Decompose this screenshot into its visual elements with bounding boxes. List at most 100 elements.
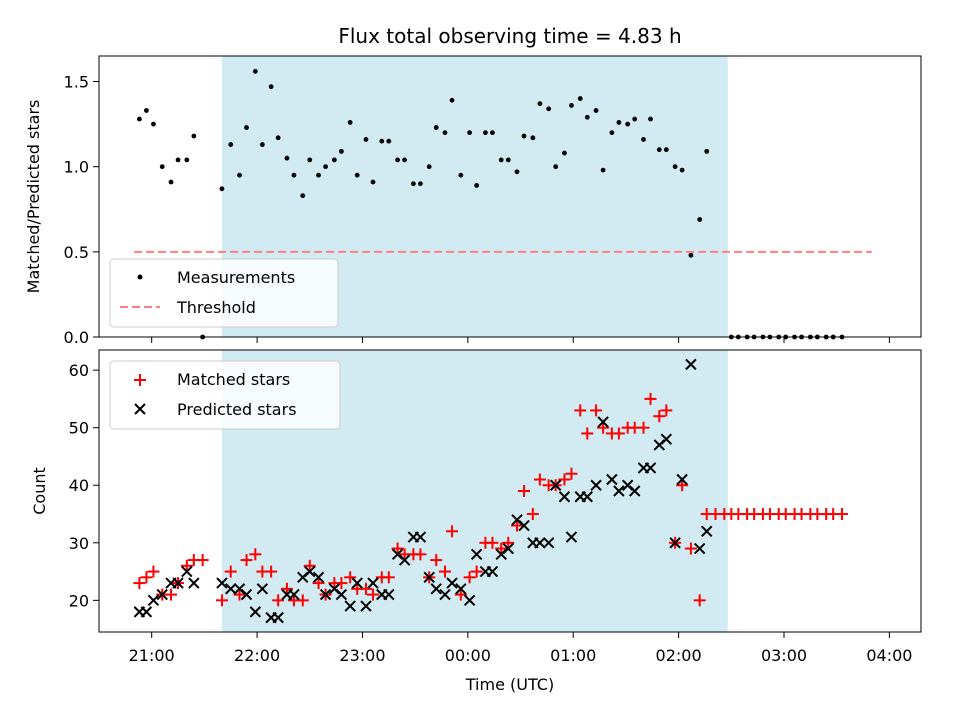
matched-star-point xyxy=(312,577,325,590)
measurement-point xyxy=(593,108,599,113)
predicted-star-point xyxy=(188,577,200,589)
measurement-point xyxy=(191,133,197,139)
measurement-point xyxy=(144,108,149,113)
measurement-point xyxy=(331,157,337,163)
measurement-point xyxy=(498,157,504,163)
predicted-star-point xyxy=(644,462,657,474)
measurement-point xyxy=(648,116,653,122)
predicted-star-point xyxy=(542,537,555,549)
matched-star-point xyxy=(140,571,153,584)
predicted-star-point xyxy=(249,606,262,618)
predicted-star-point xyxy=(518,519,530,532)
matched-star-point xyxy=(359,582,372,595)
measurement-point xyxy=(370,179,376,185)
matched-star-point xyxy=(533,473,546,486)
measurement-point xyxy=(679,167,685,173)
predicted-star-point xyxy=(669,537,681,549)
measurement-point xyxy=(442,130,448,136)
measurement-point xyxy=(136,116,142,122)
measurement-point xyxy=(426,164,432,170)
measurement-point xyxy=(275,135,281,141)
measurement-point xyxy=(168,179,174,185)
legend-predicted-label: Predicted stars xyxy=(177,400,297,419)
legend-predicted-marker xyxy=(134,403,146,415)
measurement-point xyxy=(228,142,234,147)
predicted-star-point xyxy=(693,542,706,555)
predicted-star-point xyxy=(628,485,641,497)
matched-star-point xyxy=(676,479,689,492)
predicted-star-point xyxy=(335,588,348,601)
measurement-point xyxy=(449,97,455,103)
matched-star-point xyxy=(296,594,309,607)
matched-star-point xyxy=(463,571,476,584)
y-tick-label: 0.5 xyxy=(64,243,89,262)
predicted-star-point xyxy=(502,542,514,555)
ratio-y-ticks: 0.0 0.5 1.0 1.5 xyxy=(64,73,99,347)
predicted-star-point xyxy=(344,600,356,612)
matched-star-point xyxy=(565,467,578,480)
measurement-point xyxy=(521,133,527,139)
matched-star-point xyxy=(196,554,209,567)
measurement-point xyxy=(537,101,543,107)
matched-star-point xyxy=(637,421,650,434)
matched-star-point xyxy=(660,404,673,417)
matched-star-point xyxy=(215,594,228,607)
predicted-star-point xyxy=(351,577,363,589)
matched-star-point xyxy=(684,542,697,555)
measurement-point xyxy=(402,157,408,163)
predicted-star-point xyxy=(256,583,269,595)
matched-star-point xyxy=(486,536,499,549)
matched-star-point xyxy=(612,427,625,440)
predicted-star-point xyxy=(240,588,253,601)
count-legend-box xyxy=(109,360,341,430)
matched-star-point xyxy=(382,571,395,584)
matched-star-point xyxy=(391,542,404,555)
count-x-ticks: 21:00 22:00 23:00 00:00 01:00 02:00 03:00 04:00 xyxy=(129,632,912,665)
measurement-point xyxy=(410,181,416,187)
matched-star-point xyxy=(233,588,246,601)
predicted-star-point xyxy=(565,531,578,543)
x-tick-label: 01:00 xyxy=(550,646,596,665)
measurement-point xyxy=(151,121,156,127)
predicted-star-point xyxy=(660,433,673,445)
matched-star-point xyxy=(280,582,293,595)
measurement-point xyxy=(672,164,678,170)
x-tick-label: 21:00 xyxy=(129,646,175,665)
measurement-point xyxy=(483,130,488,136)
predicted-star-point xyxy=(446,577,458,589)
measurement-point xyxy=(379,138,385,144)
measurement-point xyxy=(569,102,574,108)
ratio-panel-frame xyxy=(98,55,922,338)
measurement-point xyxy=(474,183,480,188)
predicted-star-point xyxy=(304,565,316,578)
matched-star-point xyxy=(439,565,452,578)
measurement-point xyxy=(562,150,567,156)
y-tick-label: 40 xyxy=(69,476,89,495)
predicted-star-point xyxy=(312,571,325,584)
measurement-point xyxy=(300,193,306,199)
measurement-point xyxy=(268,84,274,90)
legend-matched-label: Matched stars xyxy=(177,370,290,389)
matched-star-points xyxy=(133,392,848,607)
measurement-point xyxy=(546,106,552,112)
matched-star-point xyxy=(249,548,262,561)
x-tick-label: 03:00 xyxy=(761,646,807,665)
predicted-star-point xyxy=(486,565,499,578)
count-y-axis-label: Count xyxy=(30,467,49,515)
predicted-star-point xyxy=(463,594,476,607)
matched-star-point xyxy=(224,565,237,578)
predicted-star-point xyxy=(581,491,593,503)
predicted-star-point xyxy=(319,588,332,601)
y-tick-label: 50 xyxy=(69,419,89,438)
matched-star-point xyxy=(526,508,539,521)
y-tick-label: 20 xyxy=(69,591,89,610)
y-tick-label: 1.5 xyxy=(64,73,89,92)
matched-star-point xyxy=(518,485,531,497)
measurement-point xyxy=(354,172,360,178)
measurement-point xyxy=(514,169,520,175)
predicted-star-point xyxy=(272,611,284,624)
measurement-point xyxy=(237,172,242,178)
matched-star-point xyxy=(430,554,443,567)
measurement-point xyxy=(663,147,669,153)
matched-star-point xyxy=(414,548,427,561)
